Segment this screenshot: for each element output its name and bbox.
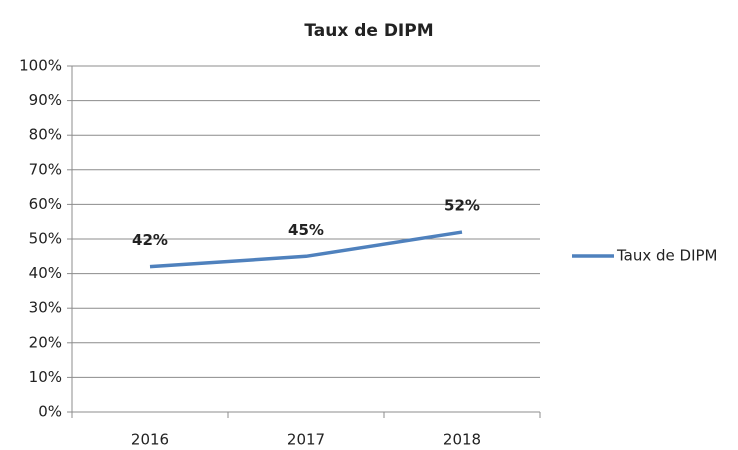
chart-title: Taux de DIPM [304,21,433,41]
y-tick-label: 10% [29,368,62,386]
y-tick-label: 50% [29,230,62,248]
data-label: 42% [132,231,168,249]
y-tick-label: 100% [19,57,62,75]
data-label: 45% [288,221,324,239]
y-tick-label: 20% [29,333,62,351]
x-tick-label: 2016 [131,431,169,449]
y-tick-label: 40% [29,264,62,282]
legend-label: Taux de DIPM [616,247,718,265]
y-tick-label: 90% [29,91,62,109]
y-tick-label: 0% [38,403,62,421]
y-tick-label: 80% [29,126,62,144]
y-tick-label: 60% [29,195,62,213]
y-tick-label: 30% [29,299,62,317]
x-tick-label: 2017 [287,431,325,449]
y-tick-label: 70% [29,160,62,178]
x-tick-label: 2018 [443,431,481,449]
data-label: 52% [444,197,480,215]
line [149,230,463,269]
